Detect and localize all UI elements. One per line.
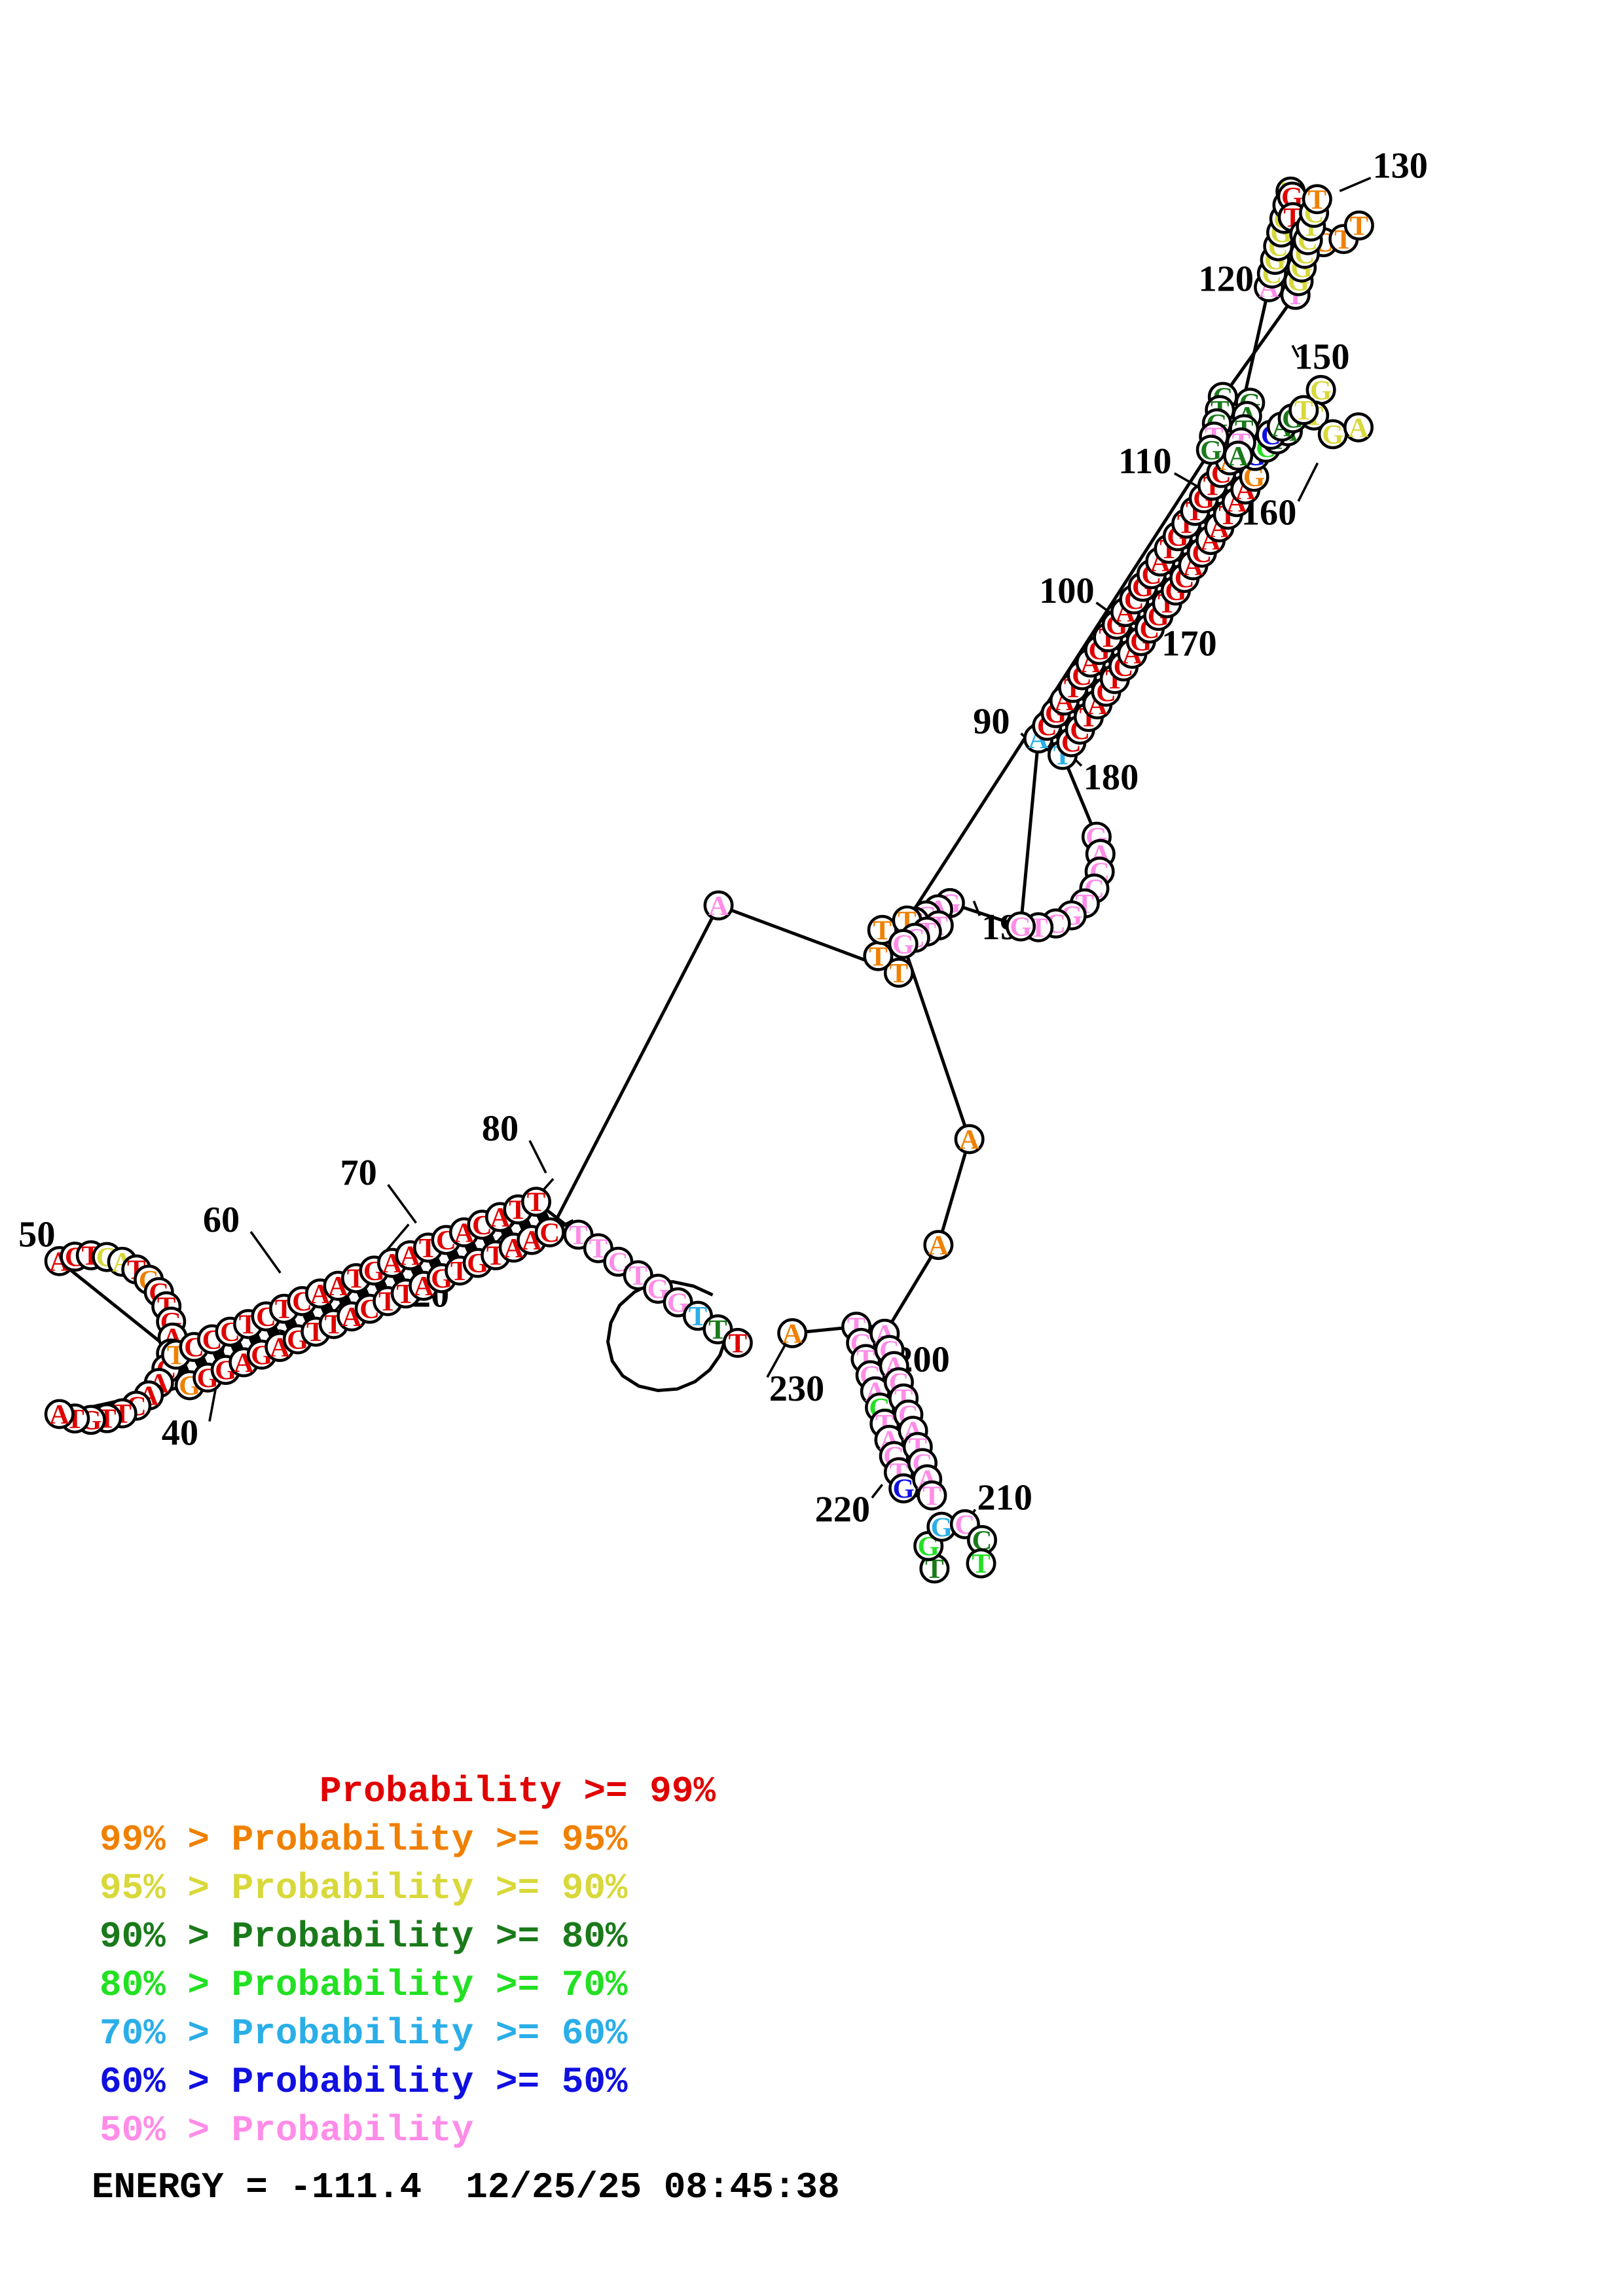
nucleotide-circle <box>1302 184 1332 215</box>
nucleotide: C <box>534 1217 565 1248</box>
legend-row-70: 80% > Probability >= 70% <box>100 1964 628 2006</box>
nucleotide-circle <box>534 1217 565 1247</box>
position-label: 210 <box>977 1477 1032 1518</box>
position-label: 80 <box>482 1109 519 1149</box>
nucleotide: A <box>1343 412 1374 443</box>
legend-row-under-50: 50% > Probability <box>100 2109 474 2151</box>
position-label: 100 <box>1039 571 1095 611</box>
legend-row-60: 70% > Probability >= 60% <box>100 2013 628 2054</box>
legend-row-99: Probability >= 99% <box>100 1770 716 1812</box>
position-label: 70 <box>340 1153 376 1193</box>
position-label: 90 <box>973 702 1010 742</box>
nucleotide: T <box>1343 210 1374 242</box>
position-label: 120 <box>1199 259 1254 300</box>
rna-structure-plot: 2030405060708090100110120130150160170180… <box>18 146 1428 1585</box>
nucleotide: T <box>520 1187 551 1218</box>
basepair-bonds-group <box>176 190 1306 1498</box>
nucleotide: T <box>863 941 894 972</box>
position-leader <box>1297 462 1319 502</box>
legend-row-95: 99% > Probability >= 95% <box>100 1819 628 1861</box>
backbone-link <box>1019 738 1040 927</box>
position-label: 230 <box>769 1369 825 1409</box>
backbone-link <box>58 1259 177 1356</box>
position-label: 110 <box>1118 441 1171 482</box>
position-leader <box>249 1230 282 1274</box>
nucleotide: T <box>1302 184 1332 215</box>
nucleotide-circle <box>1317 419 1348 450</box>
position-label: 40 <box>162 1413 198 1454</box>
position-label: 150 <box>1294 337 1350 378</box>
position-label: 170 <box>1161 624 1217 664</box>
nucleotide-circle <box>1343 412 1374 442</box>
structure-canvas: 2030405060708090100110120130150160170180… <box>18 146 1428 1585</box>
nucleotide: G <box>1006 911 1036 942</box>
position-leader <box>1291 344 1300 358</box>
nucleotide-circle <box>1223 440 1254 471</box>
nucleotide: A <box>1223 440 1254 472</box>
nucleotide-circle <box>863 941 894 971</box>
backbone-link <box>902 943 971 1140</box>
nucleotide: G <box>1195 435 1226 466</box>
position-label: 130 <box>1372 146 1428 187</box>
legend-row-80: 90% > Probability >= 80% <box>100 1916 628 1958</box>
backbone-link <box>883 1244 940 1335</box>
nucleotide: A <box>954 1124 985 1155</box>
legend-row-50: 60% > Probability >= 50% <box>100 2061 628 2103</box>
nucleotide: T <box>966 1548 996 1579</box>
legend-row-90: 95% > Probability >= 90% <box>100 1867 628 1909</box>
nucleotide-circle <box>1006 911 1036 942</box>
energy-and-timestamp: ENERGY = -111.4 12/25/25 08:45:38 <box>92 2166 840 2208</box>
nucleotides-group: ACTGATCCTGAGCAACTTGTAGGGAGAGTTACTTAGTGTA… <box>44 176 1374 1585</box>
position-leader <box>871 1484 884 1499</box>
nucleotide: T <box>722 1327 753 1359</box>
position-label: 50 <box>18 1214 55 1255</box>
nucleotide-circle <box>722 1327 753 1358</box>
nucleotide-circle <box>888 929 919 960</box>
position-leader <box>387 1184 417 1224</box>
probability-legend: Probability >= 99% 99% > Probability >= … <box>0 1767 1623 2214</box>
nucleotide: G <box>888 929 919 960</box>
nucleotide-circle <box>520 1187 551 1217</box>
nucleotide-circle <box>954 1124 985 1155</box>
nucleotide-circle <box>1343 210 1374 241</box>
nucleotide-circle <box>966 1548 996 1579</box>
nucleotide: T <box>917 1480 947 1511</box>
nucleotide: A <box>44 1399 75 1430</box>
position-label: 220 <box>815 1489 871 1530</box>
nucleotide: A <box>777 1318 808 1349</box>
nucleotide: G <box>1317 419 1348 450</box>
backbone-link <box>936 1138 972 1246</box>
nucleotide-circle <box>777 1318 808 1348</box>
position-label: 180 <box>1084 757 1139 798</box>
nucleotide-circle <box>703 890 734 921</box>
nucleotide-circle <box>923 1230 954 1261</box>
position-label: 60 <box>203 1200 240 1240</box>
nucleotide: A <box>703 890 734 922</box>
nucleotide: T <box>1288 395 1319 426</box>
position-leader <box>1339 177 1372 192</box>
nucleotide: A <box>923 1230 954 1261</box>
nucleotide-circle <box>1288 395 1319 425</box>
nucleotide-circle <box>44 1399 75 1429</box>
backbone-link <box>548 905 720 1233</box>
nucleotide-circle <box>883 958 914 988</box>
nucleotide-circle <box>1195 435 1226 465</box>
nucleotide-circle <box>917 1480 947 1511</box>
backbone-link <box>1221 294 1297 398</box>
position-leader <box>528 1139 547 1174</box>
